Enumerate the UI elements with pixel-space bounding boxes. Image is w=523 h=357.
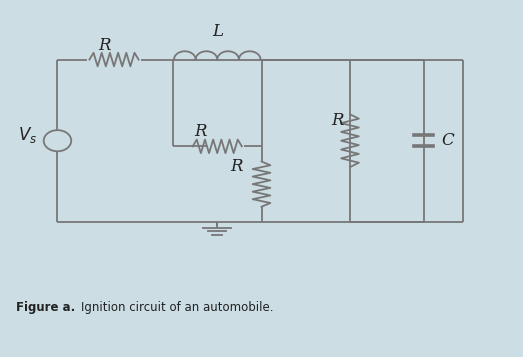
Text: C: C — [441, 132, 453, 149]
Text: Ignition circuit of an automobile.: Ignition circuit of an automobile. — [81, 301, 274, 314]
Text: R: R — [194, 122, 206, 140]
Text: Figure a.: Figure a. — [16, 301, 75, 314]
Text: R: R — [230, 158, 243, 175]
Text: L: L — [212, 23, 223, 40]
Text: R: R — [332, 112, 344, 129]
Text: R: R — [98, 37, 110, 54]
Text: $V_s$: $V_s$ — [18, 125, 37, 145]
